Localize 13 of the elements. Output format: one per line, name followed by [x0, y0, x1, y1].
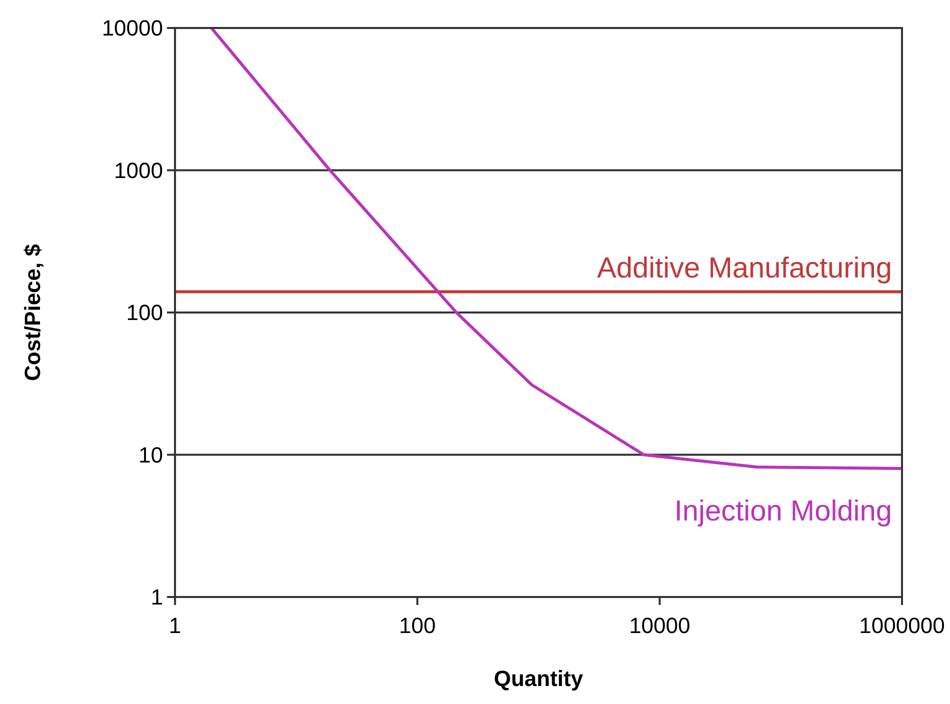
x-tick-label: 100 [398, 613, 436, 638]
x-tick-label: 1 [168, 613, 182, 638]
y-tick-label: 10000 [102, 16, 163, 41]
x-axis-title: Quantity [494, 666, 584, 691]
y-tick-label: 1 [150, 584, 163, 610]
series-label: Injection Molding [674, 496, 892, 528]
y-tick-label: 1000 [114, 158, 163, 183]
y-tick-label: 10 [138, 442, 163, 468]
series-label: Additive Manufacturing [597, 252, 892, 285]
x-tick-label: 10000 [629, 613, 690, 638]
y-tick-label: 100 [126, 300, 163, 326]
y-axis-title: Cost/Piece, $ [20, 244, 45, 381]
x-tick-label: 1000000 [859, 613, 945, 638]
